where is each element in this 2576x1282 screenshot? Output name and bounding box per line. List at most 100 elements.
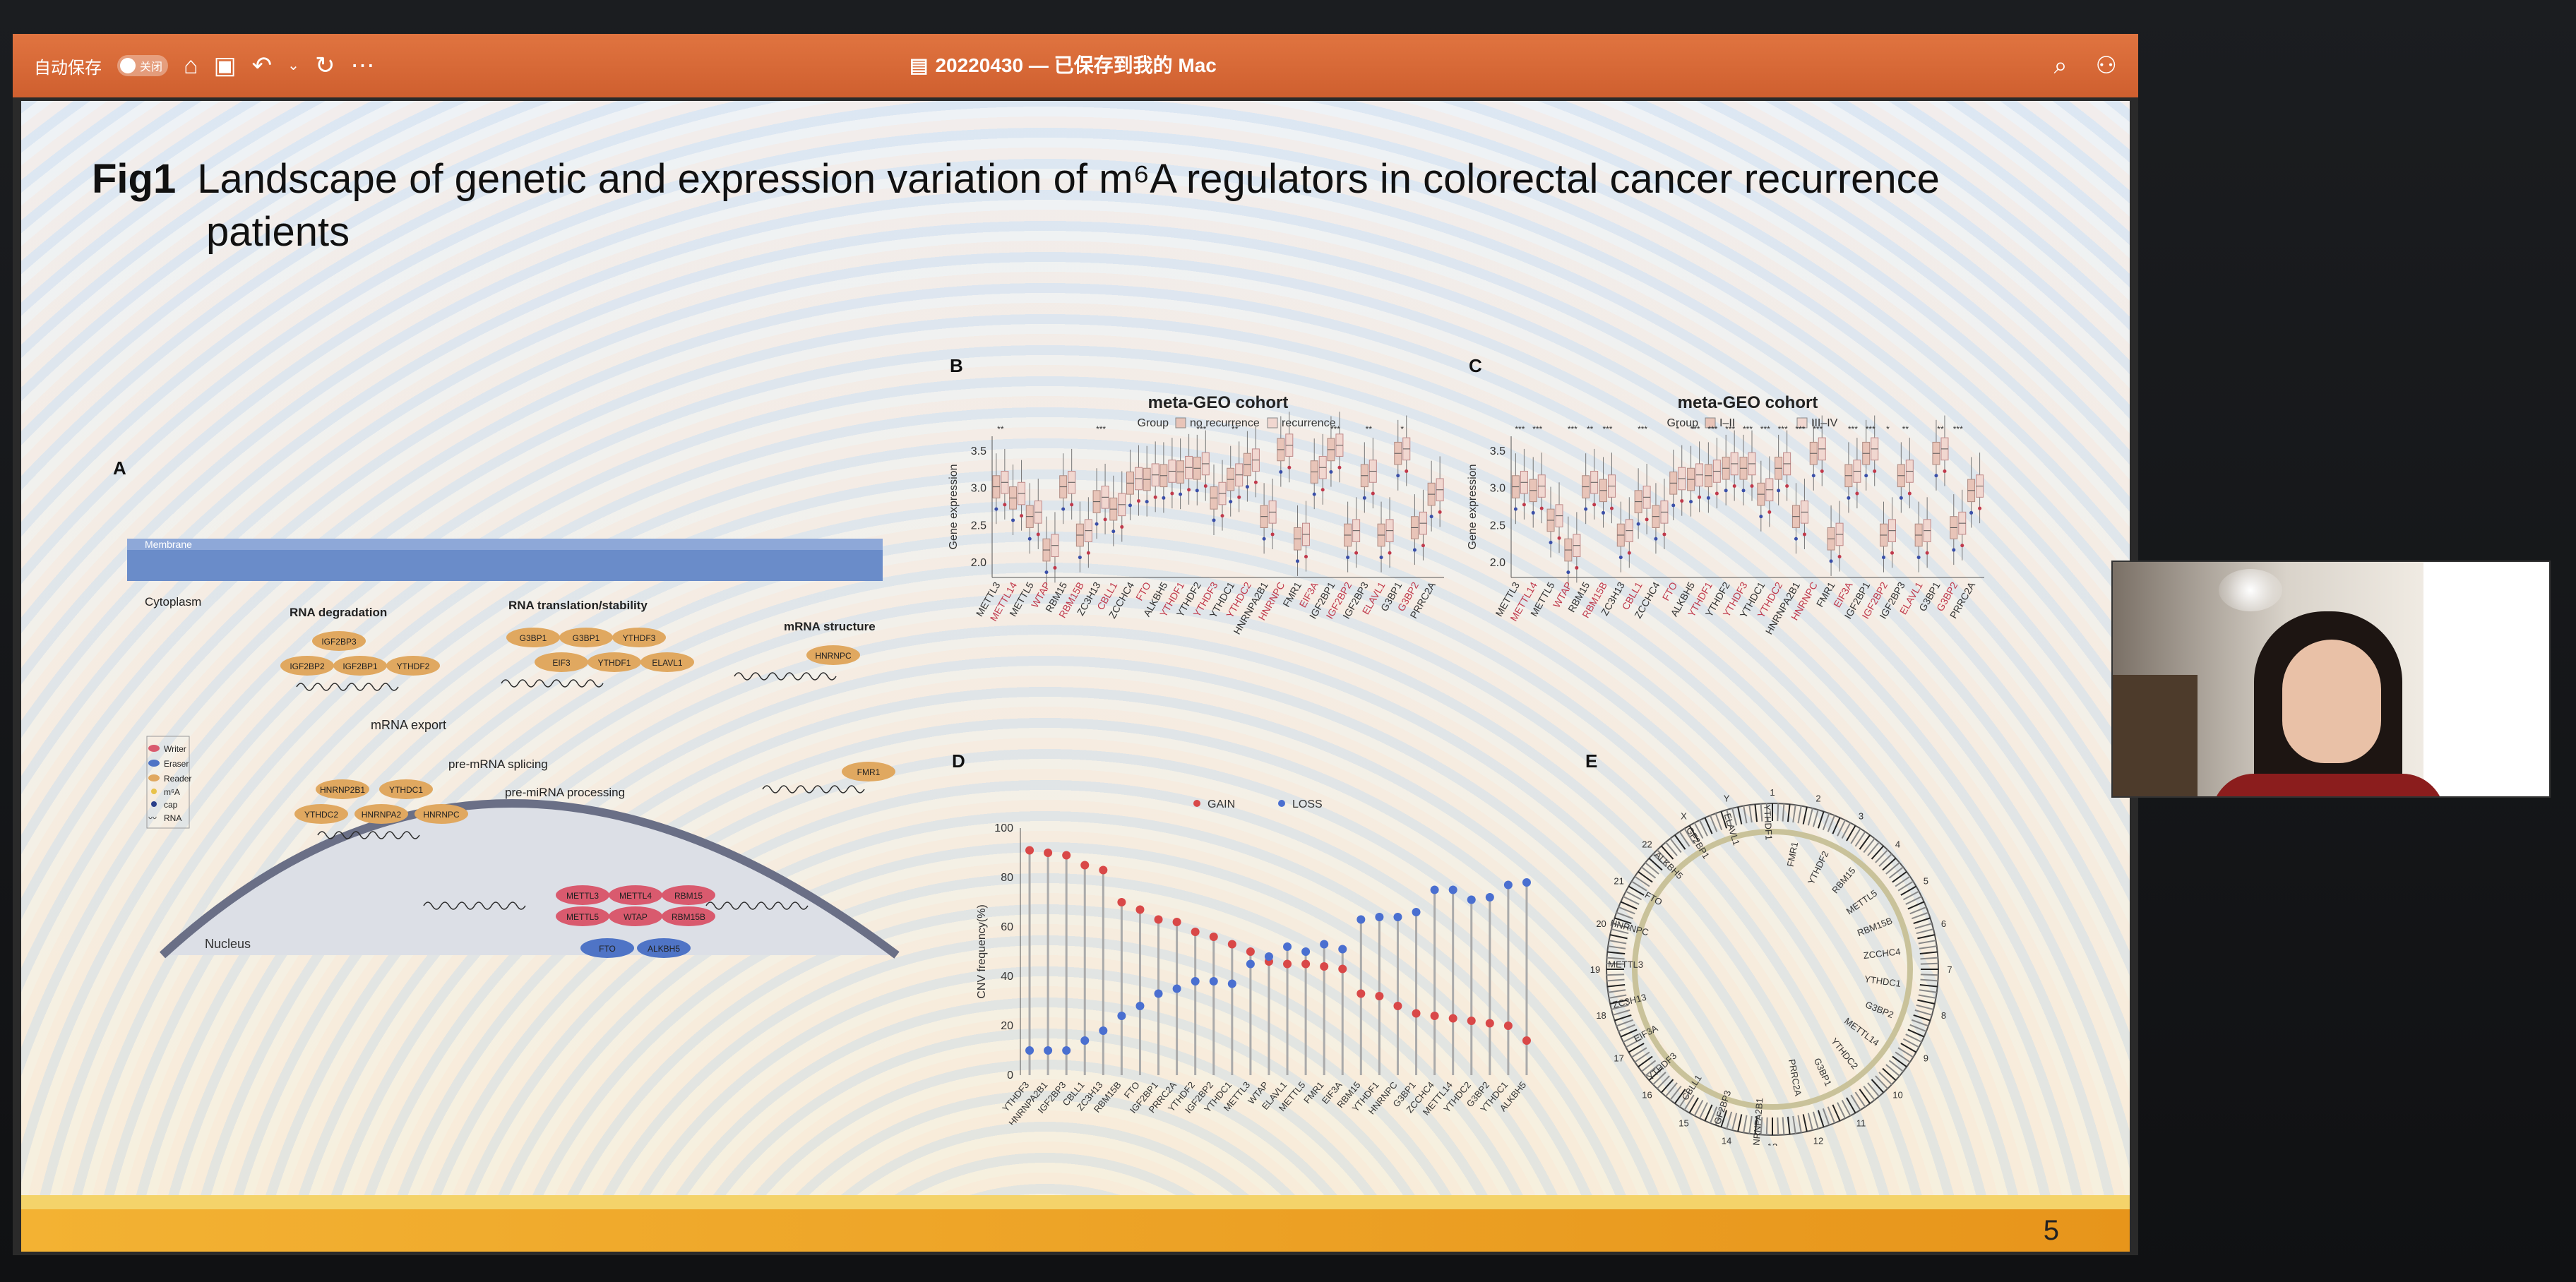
outlier-point — [1654, 537, 1658, 541]
webcam-window-bg — [2423, 562, 2549, 796]
ideogram-band — [1909, 906, 1927, 915]
chromosome-label-14: 14 — [1722, 1135, 1731, 1146]
protein-translation-1 — [559, 628, 613, 647]
ideogram-band — [1612, 1009, 1630, 1016]
ideogram-band — [1807, 1113, 1813, 1131]
outlier-point — [1253, 480, 1258, 484]
ideogram-band — [1911, 911, 1929, 920]
ideogram-band — [1720, 811, 1728, 829]
protein-translation-0 — [506, 628, 560, 647]
save-icon[interactable]: ▣ — [213, 52, 237, 79]
outlier-point — [1337, 465, 1342, 469]
y-tick-0: 2.0 — [1490, 557, 1505, 569]
ideogram-band — [1661, 1079, 1674, 1094]
home-icon[interactable]: ⌂ — [184, 52, 198, 79]
gain-point-IGF2BP1 — [1154, 915, 1163, 924]
outlier-point — [1027, 537, 1032, 541]
ideogram-band — [1882, 858, 1897, 871]
ideogram-band — [1665, 1082, 1678, 1097]
ideogram-band — [1871, 845, 1884, 860]
ideogram-band — [1609, 934, 1628, 940]
gene-label-ZCCHC4: ZCCHC4 — [1863, 946, 1901, 961]
legend-gain-swatch — [1193, 800, 1200, 807]
more-icon[interactable]: ⋯ — [350, 52, 375, 79]
ideogram-band — [1802, 806, 1808, 825]
ideogram-band — [1669, 838, 1682, 853]
ideogram-band — [1715, 813, 1723, 831]
undo-icon[interactable]: ↶ — [251, 52, 273, 79]
significance-1: *** — [1532, 424, 1542, 434]
rna-degradation-label: RNA degradation — [290, 606, 387, 619]
autosave-toggle[interactable]: 关闭 — [117, 55, 168, 76]
legend-item-0: no recurrence — [1190, 417, 1260, 429]
title-line1: Landscape of genetic and expression vari… — [197, 156, 1940, 202]
ideogram-band — [1611, 928, 1629, 935]
ideogram-band — [1634, 1051, 1650, 1063]
outlier-point — [1412, 548, 1417, 552]
outlier-point — [1061, 507, 1066, 511]
protein-nuclear-reader-2 — [294, 804, 348, 824]
gain-point-G3BP2 — [1485, 1019, 1494, 1028]
chevron-down-icon[interactable]: ⌄ — [287, 58, 299, 73]
chromosome-label-1: 1 — [1770, 787, 1775, 798]
outlier-point — [1925, 551, 1929, 555]
outlier-point — [1566, 570, 1570, 575]
gene-label-METTL3: METTL3 — [1608, 959, 1643, 970]
search-icon[interactable]: ⌕ — [2053, 52, 2068, 79]
outlier-point — [1162, 496, 1166, 500]
protein-nuclear-reader-3-label: HNRNPA2 — [362, 810, 402, 820]
rna-strand-5 — [423, 901, 526, 910]
outlier-point — [1120, 525, 1124, 529]
share-icon[interactable]: ⚇ — [2095, 52, 2117, 79]
outlier-point — [1421, 544, 1425, 548]
outlier-point — [1969, 510, 1974, 515]
outlier-point — [1312, 492, 1316, 496]
outlier-point — [1329, 470, 1333, 474]
webcam-lamp — [2219, 569, 2282, 611]
legend-reader: Reader — [164, 774, 191, 784]
loss-point-PRRC2A — [1172, 984, 1181, 993]
y-axis-label: Gene expression — [948, 465, 960, 550]
protein-degradation-3 — [386, 656, 440, 676]
loss-point-CBLL1 — [1080, 1036, 1090, 1045]
loss-point-G3BP1 — [1412, 908, 1421, 916]
outlier-point — [1128, 503, 1132, 508]
ideogram-band — [1743, 1115, 1748, 1133]
outlier-point — [1539, 506, 1544, 510]
outlier-point — [1978, 506, 1982, 510]
pre-mirna-processing-label: pre-miRNA processing — [505, 786, 625, 799]
chromosome-label-2: 2 — [1815, 793, 1820, 804]
significance-9: * — [1676, 424, 1679, 434]
panel-a-proteins: IGF2BP3 IGF2BP2 IGF2BP1 YTHDF2 G3BP1 G3BP1 YTH… — [280, 628, 895, 958]
ideogram-band — [1885, 862, 1900, 875]
ideogram-band — [1645, 862, 1659, 875]
ideogram-band — [1726, 809, 1733, 827]
loss-point-EIF3A — [1338, 945, 1347, 954]
significance-13: *** — [1743, 424, 1753, 434]
ideogram-band — [1623, 896, 1640, 905]
outlier-point — [1873, 469, 1877, 473]
ideogram-band — [1731, 808, 1738, 826]
legend-writer-swatch — [148, 745, 160, 752]
ideogram-band — [1777, 803, 1779, 822]
ideogram-band — [1631, 1047, 1647, 1058]
ideogram-band — [1661, 845, 1674, 860]
redo-icon[interactable]: ↻ — [314, 52, 335, 79]
outlier-point — [1438, 510, 1442, 514]
gain-point-YTHDC1 — [1227, 940, 1236, 949]
document-title: ▤ 20220430 — 已保存到我的 Mac — [910, 34, 1217, 97]
outlier-point — [1203, 484, 1208, 489]
ideogram-band — [1913, 917, 1931, 925]
y-tick-3: 3.5 — [971, 445, 986, 457]
ideogram-band — [1620, 1029, 1638, 1038]
protein-degradation-0 — [312, 631, 366, 651]
gene-label-YTHDC2: YTHDC2 — [1829, 1036, 1860, 1071]
ideogram-band — [1669, 1085, 1682, 1101]
ideogram-band — [1715, 1108, 1723, 1126]
ideogram-band — [1907, 1029, 1925, 1038]
gain-point-ELAVL1 — [1283, 959, 1292, 969]
ideogram-band — [1917, 934, 1936, 940]
ideogram-band — [1867, 1082, 1880, 1097]
ideogram-band — [1918, 940, 1936, 945]
